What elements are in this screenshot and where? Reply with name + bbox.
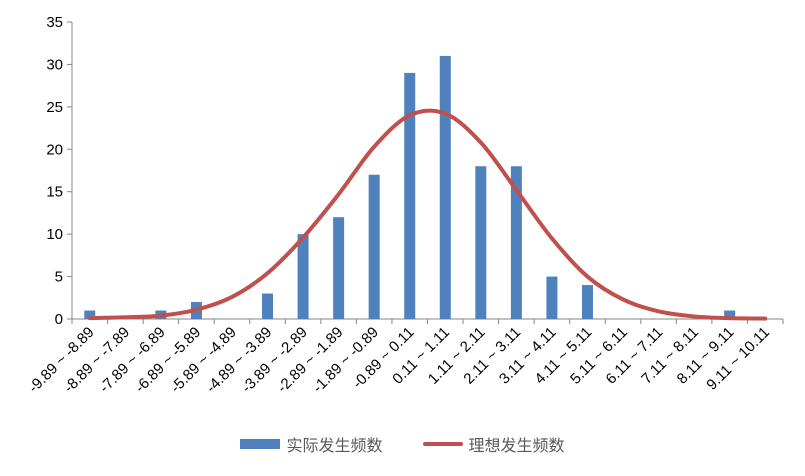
bar-actual-frequency — [404, 72, 416, 320]
legend-item-actual: 实际发生频数 — [240, 432, 383, 456]
bar-actual-frequency — [297, 234, 309, 319]
bar-actual-frequency — [475, 166, 487, 319]
legend-swatch-actual — [240, 439, 281, 449]
legend-label-ideal: 理想发生频数 — [468, 436, 565, 455]
bar-actual-frequency — [84, 310, 96, 319]
y-tick-label: 20 — [46, 141, 63, 158]
legend: 实际发生频数 理想发生频数 — [0, 432, 805, 456]
y-tick-label: 30 — [46, 56, 63, 73]
bar-actual-frequency — [581, 285, 593, 319]
bar-actual-frequency — [262, 293, 274, 319]
legend-swatch-ideal — [422, 442, 463, 446]
bar-actual-frequency — [724, 310, 736, 319]
bar-actual-frequency — [368, 174, 380, 319]
y-tick-label: 10 — [46, 226, 63, 243]
bar-actual-frequency — [546, 276, 558, 319]
bar-actual-frequency — [333, 217, 345, 319]
bar-actual-frequency — [510, 166, 522, 319]
y-tick-label: 25 — [46, 99, 63, 116]
y-tick-label: 15 — [46, 184, 63, 201]
legend-item-ideal: 理想发生频数 — [422, 432, 565, 456]
y-tick-label: 0 — [55, 311, 63, 328]
y-tick-label: 35 — [46, 14, 63, 31]
line-ideal-frequency — [87, 108, 768, 321]
y-tick-label: 5 — [55, 269, 63, 286]
legend-label-actual: 实际发生频数 — [286, 436, 383, 455]
bar-actual-frequency — [439, 55, 451, 319]
